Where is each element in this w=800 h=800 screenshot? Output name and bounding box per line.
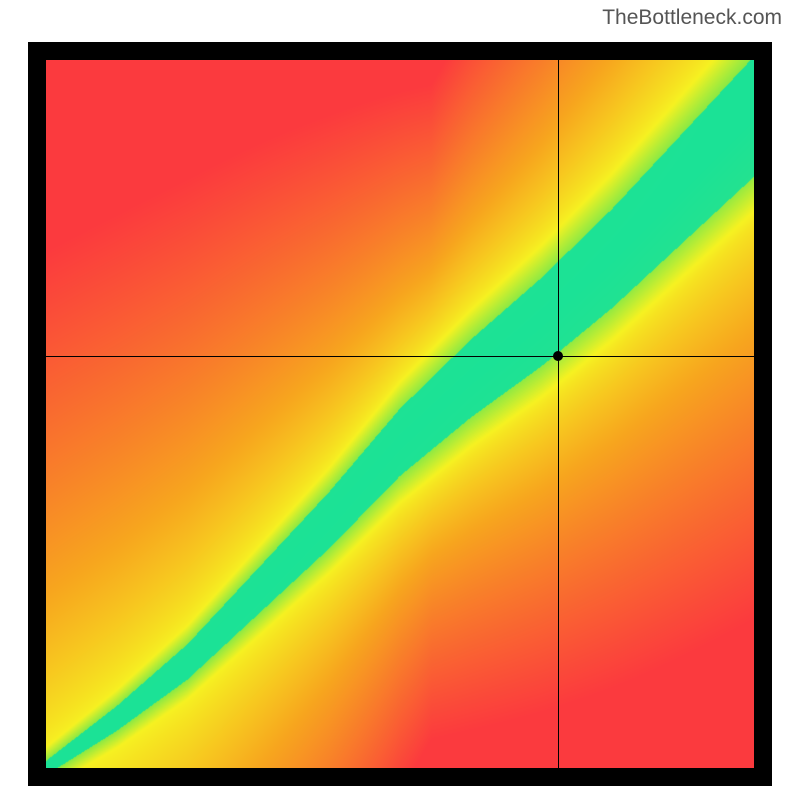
bottleneck-heatmap-canvas [46,60,754,768]
chart-border [28,42,772,786]
watermark-text: TheBottleneck.com [602,6,782,30]
chart-wrap [0,0,800,800]
chart-inner [46,60,754,768]
